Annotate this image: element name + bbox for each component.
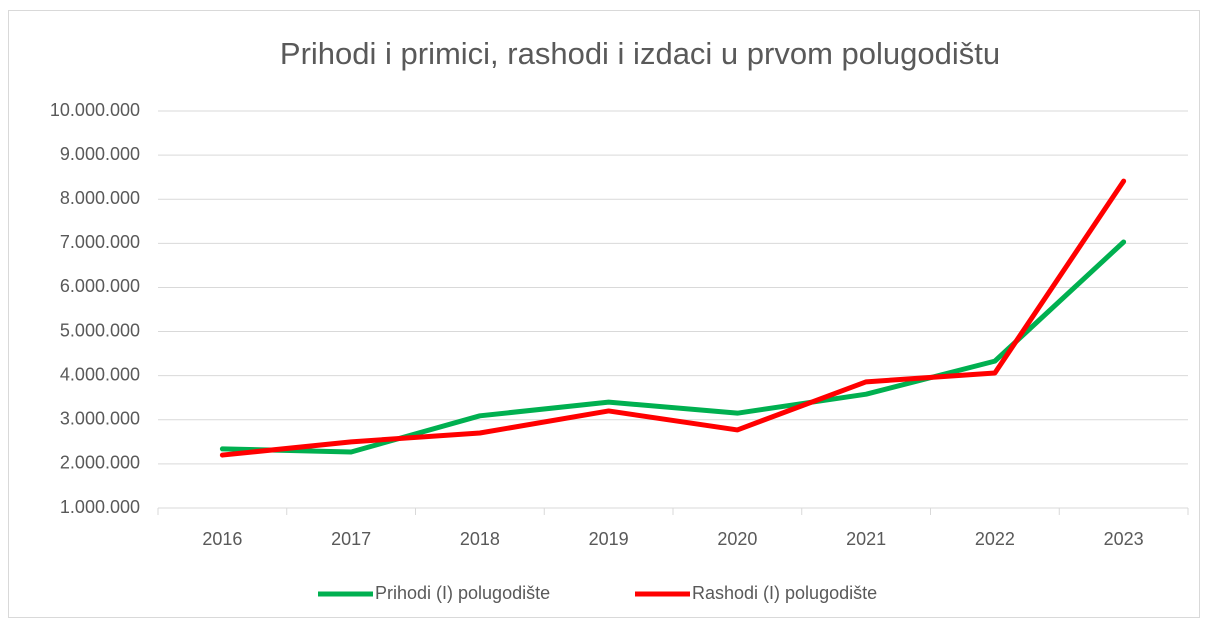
y-tick-label: 4.000.000 — [60, 364, 140, 384]
y-tick-label: 2.000.000 — [60, 453, 140, 473]
y-tick-label: 5.000.000 — [60, 320, 140, 340]
x-tick-label: 2020 — [717, 529, 757, 549]
y-tick-label: 6.000.000 — [60, 276, 140, 296]
x-tick-label: 2016 — [202, 529, 242, 549]
legend-label: Rashodi (I) polugodište — [692, 583, 877, 603]
x-tick-label: 2022 — [975, 529, 1015, 549]
y-tick-label: 3.000.000 — [60, 409, 140, 429]
series-line — [219, 239, 1127, 455]
chart-border — [8, 10, 1200, 618]
y-tick-label: 10.000.000 — [50, 100, 140, 120]
legend-label: Prihodi (I) polugodište — [375, 583, 550, 603]
chart-title: Prihodi i primici, rashodi i izdaci u pr… — [280, 36, 1000, 71]
y-tick-label: 9.000.000 — [60, 144, 140, 164]
y-tick-label: 1.000.000 — [60, 497, 140, 517]
x-tick-label: 2017 — [331, 529, 371, 549]
x-tick-label: 2019 — [589, 529, 629, 549]
x-tick-label: 2023 — [1104, 529, 1144, 549]
x-tick-label: 2021 — [846, 529, 886, 549]
y-tick-label: 8.000.000 — [60, 188, 140, 208]
x-tick-label: 2018 — [460, 529, 500, 549]
series-line — [219, 178, 1127, 458]
y-tick-label: 7.000.000 — [60, 232, 140, 252]
